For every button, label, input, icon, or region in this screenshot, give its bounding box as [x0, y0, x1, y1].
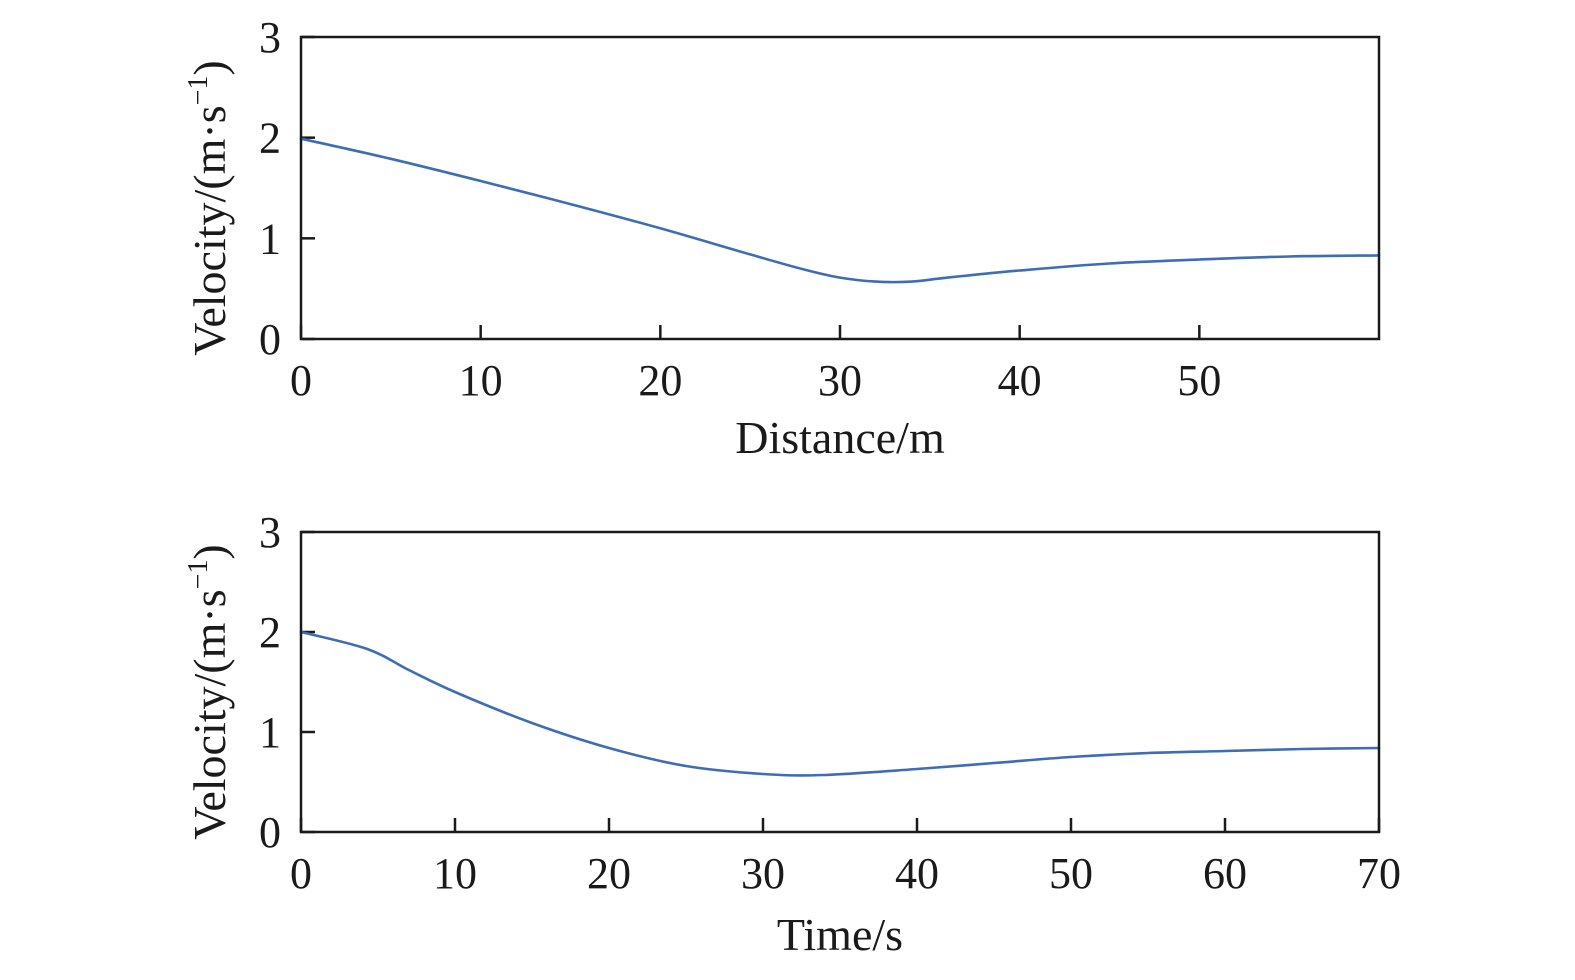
y-tick-label: 3 — [259, 13, 281, 62]
x-tick-label: 50 — [1049, 849, 1093, 898]
time-velocity-chart: Velocity/(m·s−1) 0 1 2 3 0 10 20 30 40 50 60 70 Ti… — [183, 508, 1401, 960]
x-tick-label: 30 — [741, 849, 785, 898]
y-tick-label: 1 — [259, 708, 281, 757]
x-tick-label: 10 — [433, 849, 477, 898]
y-axis-title: Velocity/(m·s−1) — [183, 60, 235, 356]
plot-frame — [299, 530, 1381, 834]
x-tick-label: 40 — [895, 849, 939, 898]
x-tick-label: 20 — [587, 849, 631, 898]
plot-area — [299, 137, 1381, 284]
x-tick-label: 70 — [1357, 849, 1401, 898]
x-tick-label: 40 — [998, 356, 1042, 405]
plot-frame — [299, 35, 1381, 341]
x-tick-label: 10 — [459, 356, 503, 405]
x-tick-label: 30 — [818, 356, 862, 405]
y-axis-ticks: 0 1 2 3 — [259, 13, 315, 364]
y-tick-label: 2 — [259, 608, 281, 657]
x-tick-label: 0 — [290, 849, 312, 898]
y-axis-title: Velocity/(m·s−1) — [183, 544, 235, 840]
distance-velocity-chart: Velocity/(m·s−1) 0 1 2 3 0 10 20 30 40 50 Distan… — [183, 13, 1381, 463]
x-axis-ticks: 0 10 20 30 40 50 — [290, 325, 1221, 405]
y-tick-label: 3 — [259, 508, 281, 557]
y-tick-label: 2 — [259, 114, 281, 163]
x-axis-title: Distance/m — [735, 412, 945, 463]
x-axis-ticks: 0 10 20 30 40 50 60 70 — [290, 818, 1401, 898]
velocity-series-line — [299, 137, 1381, 284]
plot-area — [299, 630, 1381, 777]
y-tick-label: 1 — [259, 214, 281, 263]
y-tick-label: 0 — [259, 808, 281, 857]
x-tick-label: 60 — [1203, 849, 1247, 898]
x-axis-title: Time/s — [777, 909, 903, 960]
y-tick-label: 0 — [259, 315, 281, 364]
x-tick-label: 20 — [638, 356, 682, 405]
x-tick-label: 50 — [1177, 356, 1221, 405]
y-axis-ticks: 0 1 2 3 — [259, 508, 315, 857]
x-tick-label: 0 — [290, 356, 312, 405]
velocity-series-line — [299, 630, 1381, 777]
